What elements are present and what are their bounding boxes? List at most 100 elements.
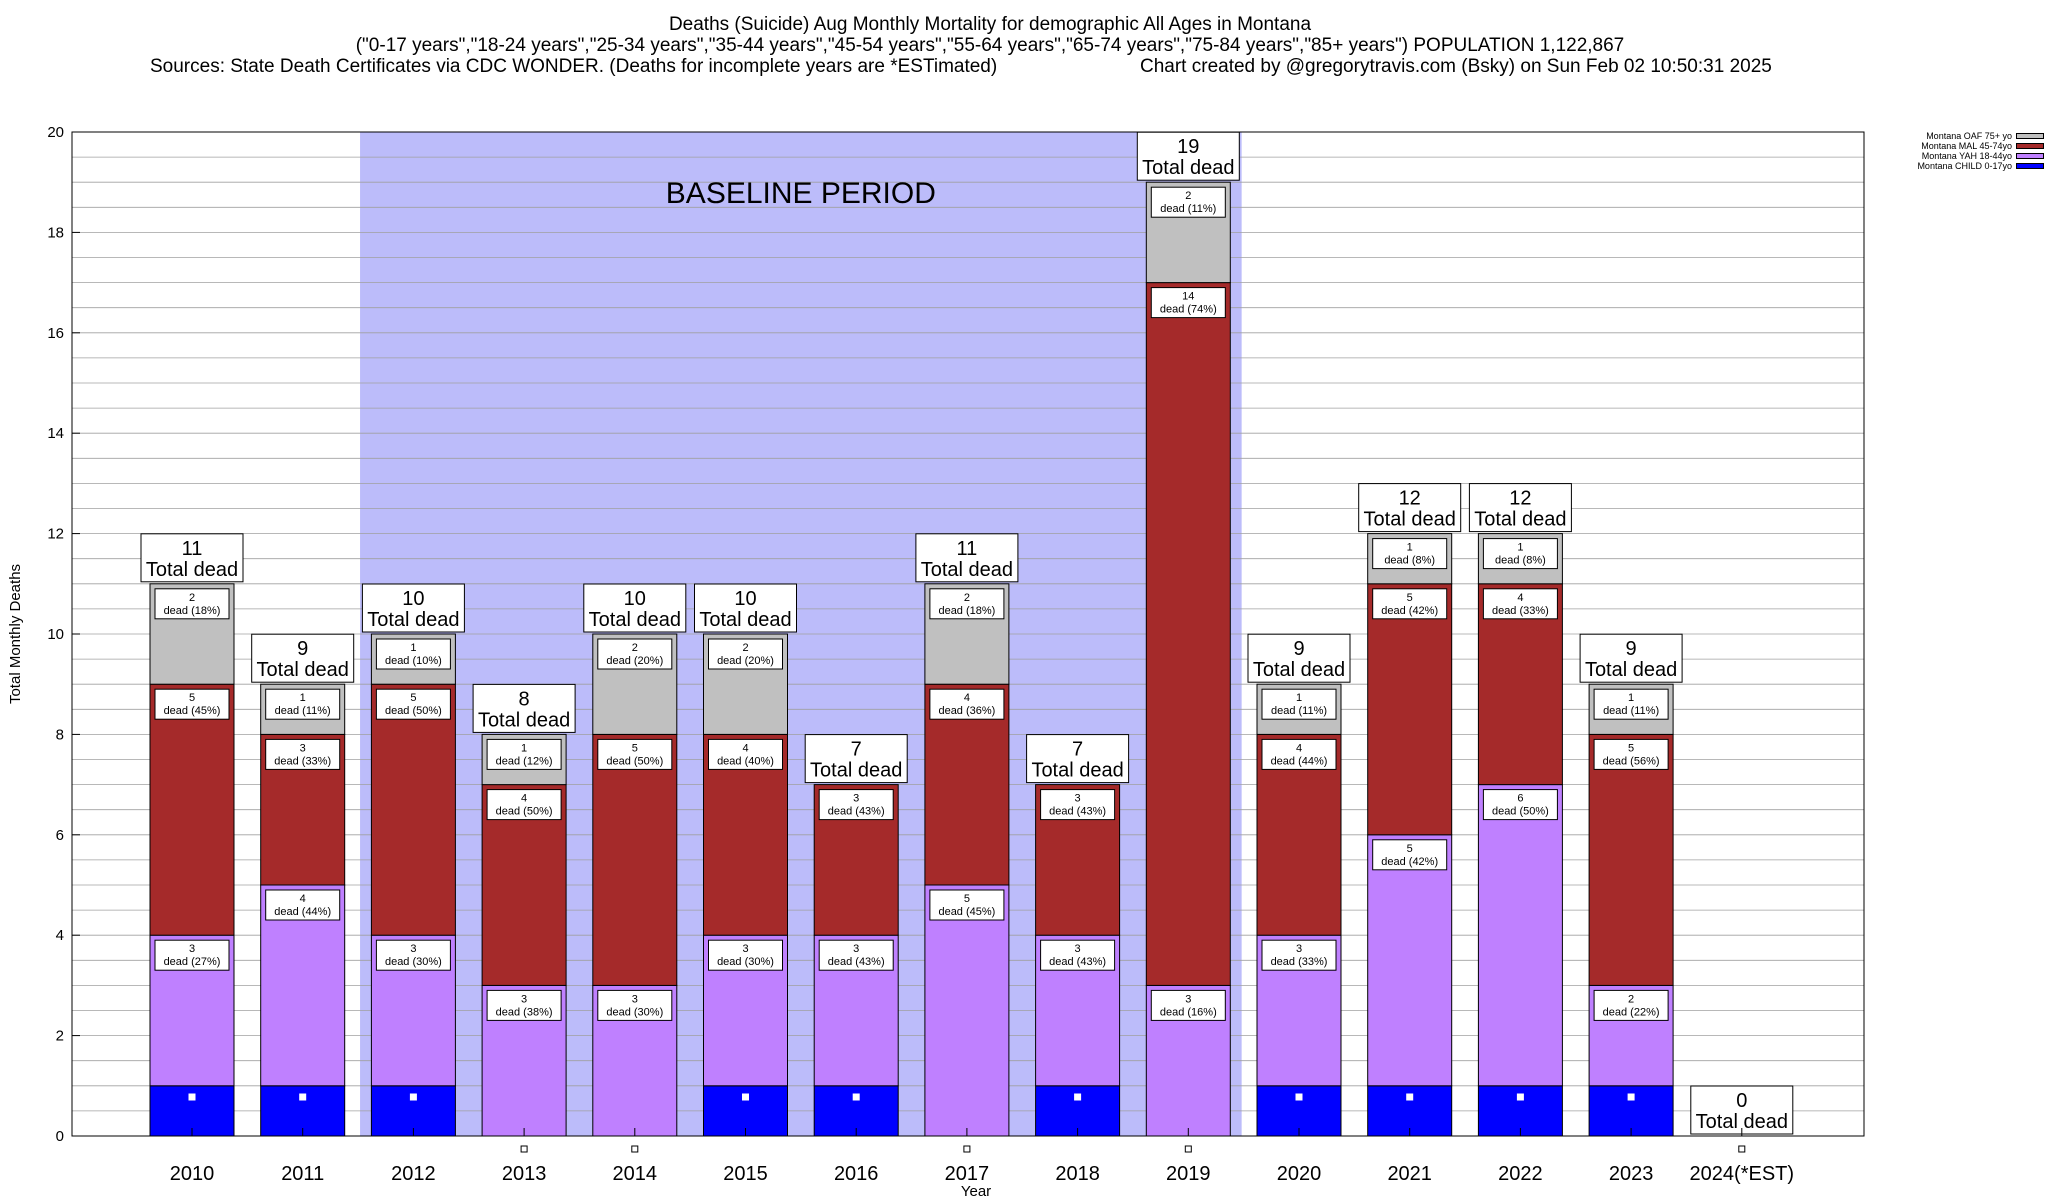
segment-label-pct: dead (43%) — [828, 956, 885, 968]
segment-label-pct: dead (43%) — [1049, 806, 1106, 818]
total-label-suffix: Total dead — [921, 559, 1013, 581]
y-tick-label: 12 — [47, 526, 64, 543]
segment-label-count: 5 — [1628, 742, 1634, 754]
segment-label-box — [1482, 588, 1558, 620]
segment-label-count: 2 — [964, 592, 970, 604]
segment-label-count: 5 — [189, 692, 195, 704]
bar-marker — [299, 1093, 307, 1101]
segment-label-count: 2 — [742, 642, 748, 654]
legend-swatch — [2016, 133, 2044, 139]
segment-label-box — [1372, 588, 1448, 620]
x-tick-label: 2015 — [723, 1163, 768, 1185]
total-label-suffix: Total dead — [1253, 659, 1345, 681]
legend-item: Montana CHILD 0-17yo — [1880, 161, 2048, 171]
chart-source-row: Sources: State Death Certificates via CD… — [0, 56, 1980, 77]
segment-label-pct: dead (8%) — [1495, 555, 1546, 567]
total-label-value: 11 — [182, 538, 203, 560]
y-tick-label: 0 — [56, 1128, 64, 1145]
segment-label-count: 2 — [632, 642, 638, 654]
total-label-value: 12 — [1399, 488, 1421, 510]
y-tick-label: 10 — [47, 626, 64, 643]
x-tick-label: 2019 — [1166, 1163, 1211, 1185]
segment-label-box — [818, 939, 894, 971]
segment-label-count: 3 — [1296, 943, 1302, 955]
total-label-box — [251, 633, 355, 683]
segment-label-box — [1040, 939, 1116, 971]
segment-label-count: 1 — [521, 742, 527, 754]
segment-label-box — [154, 588, 230, 620]
segment-label-box — [154, 688, 230, 720]
total-label-suffix: Total dead — [257, 659, 349, 681]
y-axis-label: Total Monthly Deaths — [7, 564, 24, 704]
segment-label-count: 5 — [964, 893, 970, 905]
bar-marker — [1627, 1093, 1635, 1101]
baseline-label: BASELINE PERIOD — [666, 177, 936, 210]
legend-label: Montana CHILD 0-17yo — [1917, 161, 2012, 171]
y-tick-label: 2 — [56, 1028, 64, 1045]
segment-label-pct: dead (50%) — [385, 705, 442, 717]
total-label-value: 9 — [1293, 638, 1304, 660]
segment-label-box — [818, 789, 894, 821]
segment-label-pct: dead (38%) — [496, 1006, 553, 1018]
segment-label-count: 2 — [189, 592, 195, 604]
total-label-box — [694, 583, 797, 633]
segment-label-pct: dead (11%) — [1271, 705, 1327, 717]
y-tick-label: 6 — [56, 827, 64, 844]
total-label-box — [1358, 483, 1462, 533]
total-label-value: 0 — [1736, 1090, 1747, 1112]
bar-marker — [1738, 1145, 1746, 1153]
legend-label: Montana OAF 75+ yo — [1926, 131, 2012, 141]
bar-segment — [592, 733, 678, 986]
segment-label-box — [265, 738, 341, 770]
segment-label-box — [708, 738, 783, 770]
segment-label-pct: dead (45%) — [938, 906, 995, 918]
total-label-value: 10 — [734, 588, 756, 610]
segment-label-pct: dead (30%) — [606, 1006, 663, 1018]
segment-label-box — [1261, 738, 1337, 770]
total-label-box — [583, 583, 687, 633]
segment-label-pct: dead (42%) — [1381, 605, 1438, 617]
segment-label-pct: dead (33%) — [274, 755, 331, 767]
bar-segment — [1145, 282, 1231, 986]
segment-label-pct: dead (20%) — [717, 655, 774, 667]
segment-label-pct: dead (22%) — [1603, 1006, 1660, 1018]
segment-label-box — [1593, 688, 1669, 720]
chart-subtitle: ("0-17 years","18-24 years","25-34 years… — [355, 35, 1625, 56]
chart-header: Deaths (Suicide) Aug Monthly Mortality f… — [0, 14, 1980, 77]
total-label-box — [361, 583, 465, 633]
segment-label-pct: dead (11%) — [1603, 705, 1659, 717]
segment-label-box — [486, 989, 562, 1021]
total-label-suffix: Total dead — [1142, 157, 1234, 179]
segment-label-count: 5 — [1407, 592, 1413, 604]
total-label-suffix: Total dead — [1585, 659, 1677, 681]
segment-label-pct: dead (44%) — [1271, 755, 1328, 767]
total-label-box — [1026, 734, 1130, 784]
segment-label-count: 1 — [1517, 542, 1523, 554]
segment-label-count: 3 — [853, 943, 859, 955]
total-label-value: 7 — [1072, 739, 1083, 761]
bar-marker — [1184, 1145, 1192, 1153]
total-label-box — [140, 533, 244, 583]
bar-segment — [1477, 784, 1563, 1087]
total-label-box — [472, 683, 576, 733]
bar-segment — [1588, 733, 1674, 986]
segment-label-pct: dead (18%) — [938, 605, 995, 617]
x-tick-label: 2024(*EST) — [1690, 1163, 1795, 1185]
segment-label-pct: dead (50%) — [1492, 806, 1549, 818]
segment-label-box — [375, 638, 451, 670]
segment-label-count: 4 — [742, 742, 748, 754]
chart-legend: Montana OAF 75+ yo Montana MAL 45-74yo Mon… — [1880, 131, 2048, 171]
bar-segment — [149, 683, 235, 936]
segment-label-box — [375, 939, 451, 971]
bar-marker — [1516, 1093, 1524, 1101]
total-label-suffix: Total dead — [146, 559, 238, 581]
segment-label-box — [1482, 789, 1558, 821]
total-label-suffix: Total dead — [1364, 509, 1456, 531]
total-label-value: 10 — [402, 588, 424, 610]
bar-marker — [409, 1093, 417, 1101]
segment-label-pct: dead (33%) — [1492, 605, 1549, 617]
segment-label-pct: dead (11%) — [275, 705, 331, 717]
segment-label-pct: dead (44%) — [274, 906, 331, 918]
segment-label-count: 3 — [1075, 943, 1081, 955]
segment-label-pct: dead (10%) — [385, 655, 442, 667]
